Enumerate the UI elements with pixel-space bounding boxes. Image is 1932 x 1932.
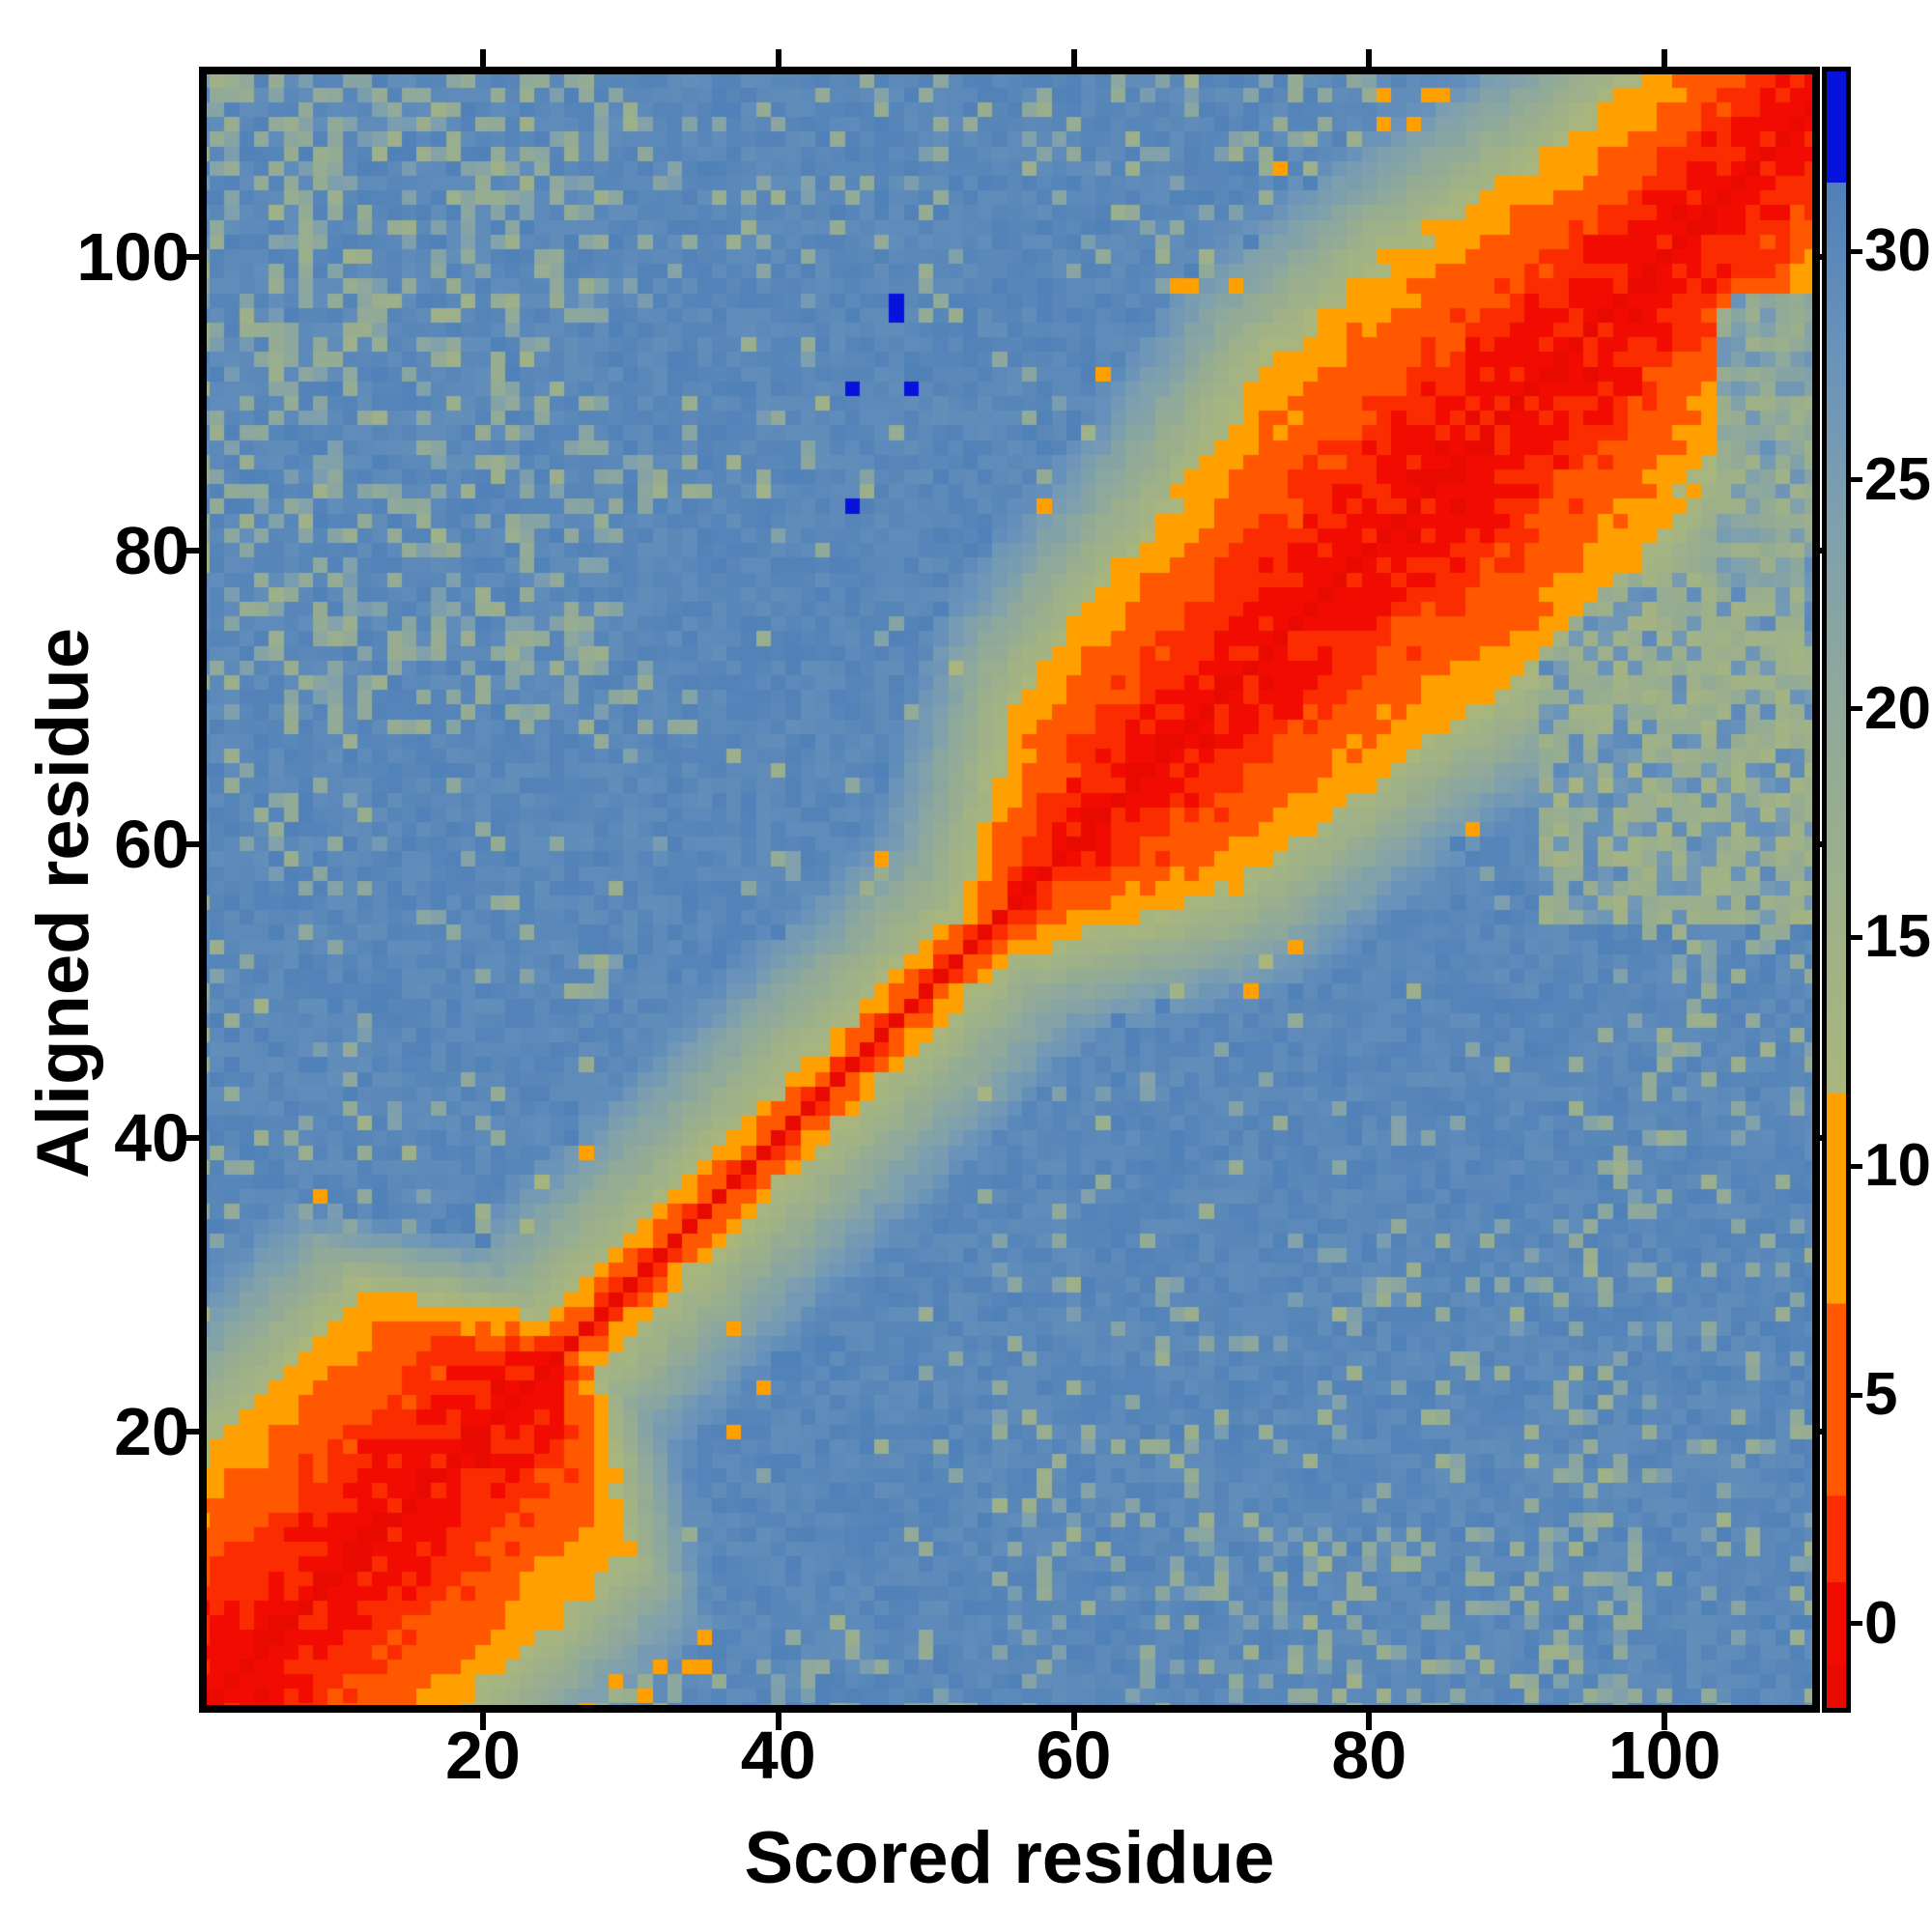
x-tick-label: 80 — [1331, 1718, 1407, 1793]
x-tick-mark-top — [775, 49, 781, 67]
y-tick-label: 100 — [76, 218, 189, 295]
x-tick-mark-top — [1662, 49, 1668, 67]
y-tick-label: 80 — [114, 512, 189, 588]
y-tick-label: 60 — [114, 806, 189, 882]
colorbar — [1822, 67, 1851, 1713]
colorbar-tick-label: 20 — [1864, 674, 1931, 742]
x-tick-mark — [1070, 1713, 1077, 1730]
colorbar-tick-mark — [1851, 934, 1862, 940]
x-tick-mark-top — [1070, 49, 1077, 67]
colorbar-tick-label: 5 — [1864, 1361, 1898, 1429]
y-axis-title: Aligned residue — [22, 627, 104, 1179]
heatmap-canvas — [207, 74, 1812, 1705]
y-tick-label: 40 — [114, 1100, 189, 1176]
y-tick-mark — [182, 253, 199, 260]
colorbar-tick-label: 15 — [1864, 903, 1931, 971]
y-tick-mark — [182, 1135, 199, 1141]
x-tick-label: 40 — [740, 1718, 816, 1793]
colorbar-tick-mark — [1851, 248, 1862, 254]
x-axis-title: Scored residue — [744, 1817, 1275, 1899]
colorbar-tick-label: 0 — [1864, 1589, 1898, 1657]
colorbar-tick-label: 10 — [1864, 1132, 1931, 1200]
colorbar-tick-mark — [1851, 1163, 1862, 1169]
colorbar-tick-mark — [1851, 1392, 1862, 1398]
colorbar-tick-label: 25 — [1864, 445, 1931, 513]
colorbar-gradient — [1827, 71, 1846, 1708]
x-tick-mark — [1662, 1713, 1668, 1730]
x-tick-mark — [479, 1713, 486, 1730]
y-tick-mark — [182, 547, 199, 554]
x-tick-mark-top — [1366, 49, 1373, 67]
y-tick-label: 20 — [114, 1394, 189, 1470]
x-tick-label: 20 — [444, 1718, 521, 1793]
y-tick-mark — [182, 840, 199, 847]
x-tick-mark — [1366, 1713, 1373, 1730]
y-tick-mark — [182, 1429, 199, 1435]
x-tick-mark-top — [479, 49, 486, 67]
x-tick-mark — [775, 1713, 781, 1730]
colorbar-tick-mark — [1851, 477, 1862, 483]
x-tick-label: 60 — [1036, 1718, 1112, 1793]
x-tick-label: 100 — [1607, 1718, 1721, 1793]
colorbar-tick-label: 30 — [1864, 217, 1931, 285]
colorbar-tick-mark — [1851, 706, 1862, 712]
colorbar-tick-mark — [1851, 1621, 1862, 1627]
